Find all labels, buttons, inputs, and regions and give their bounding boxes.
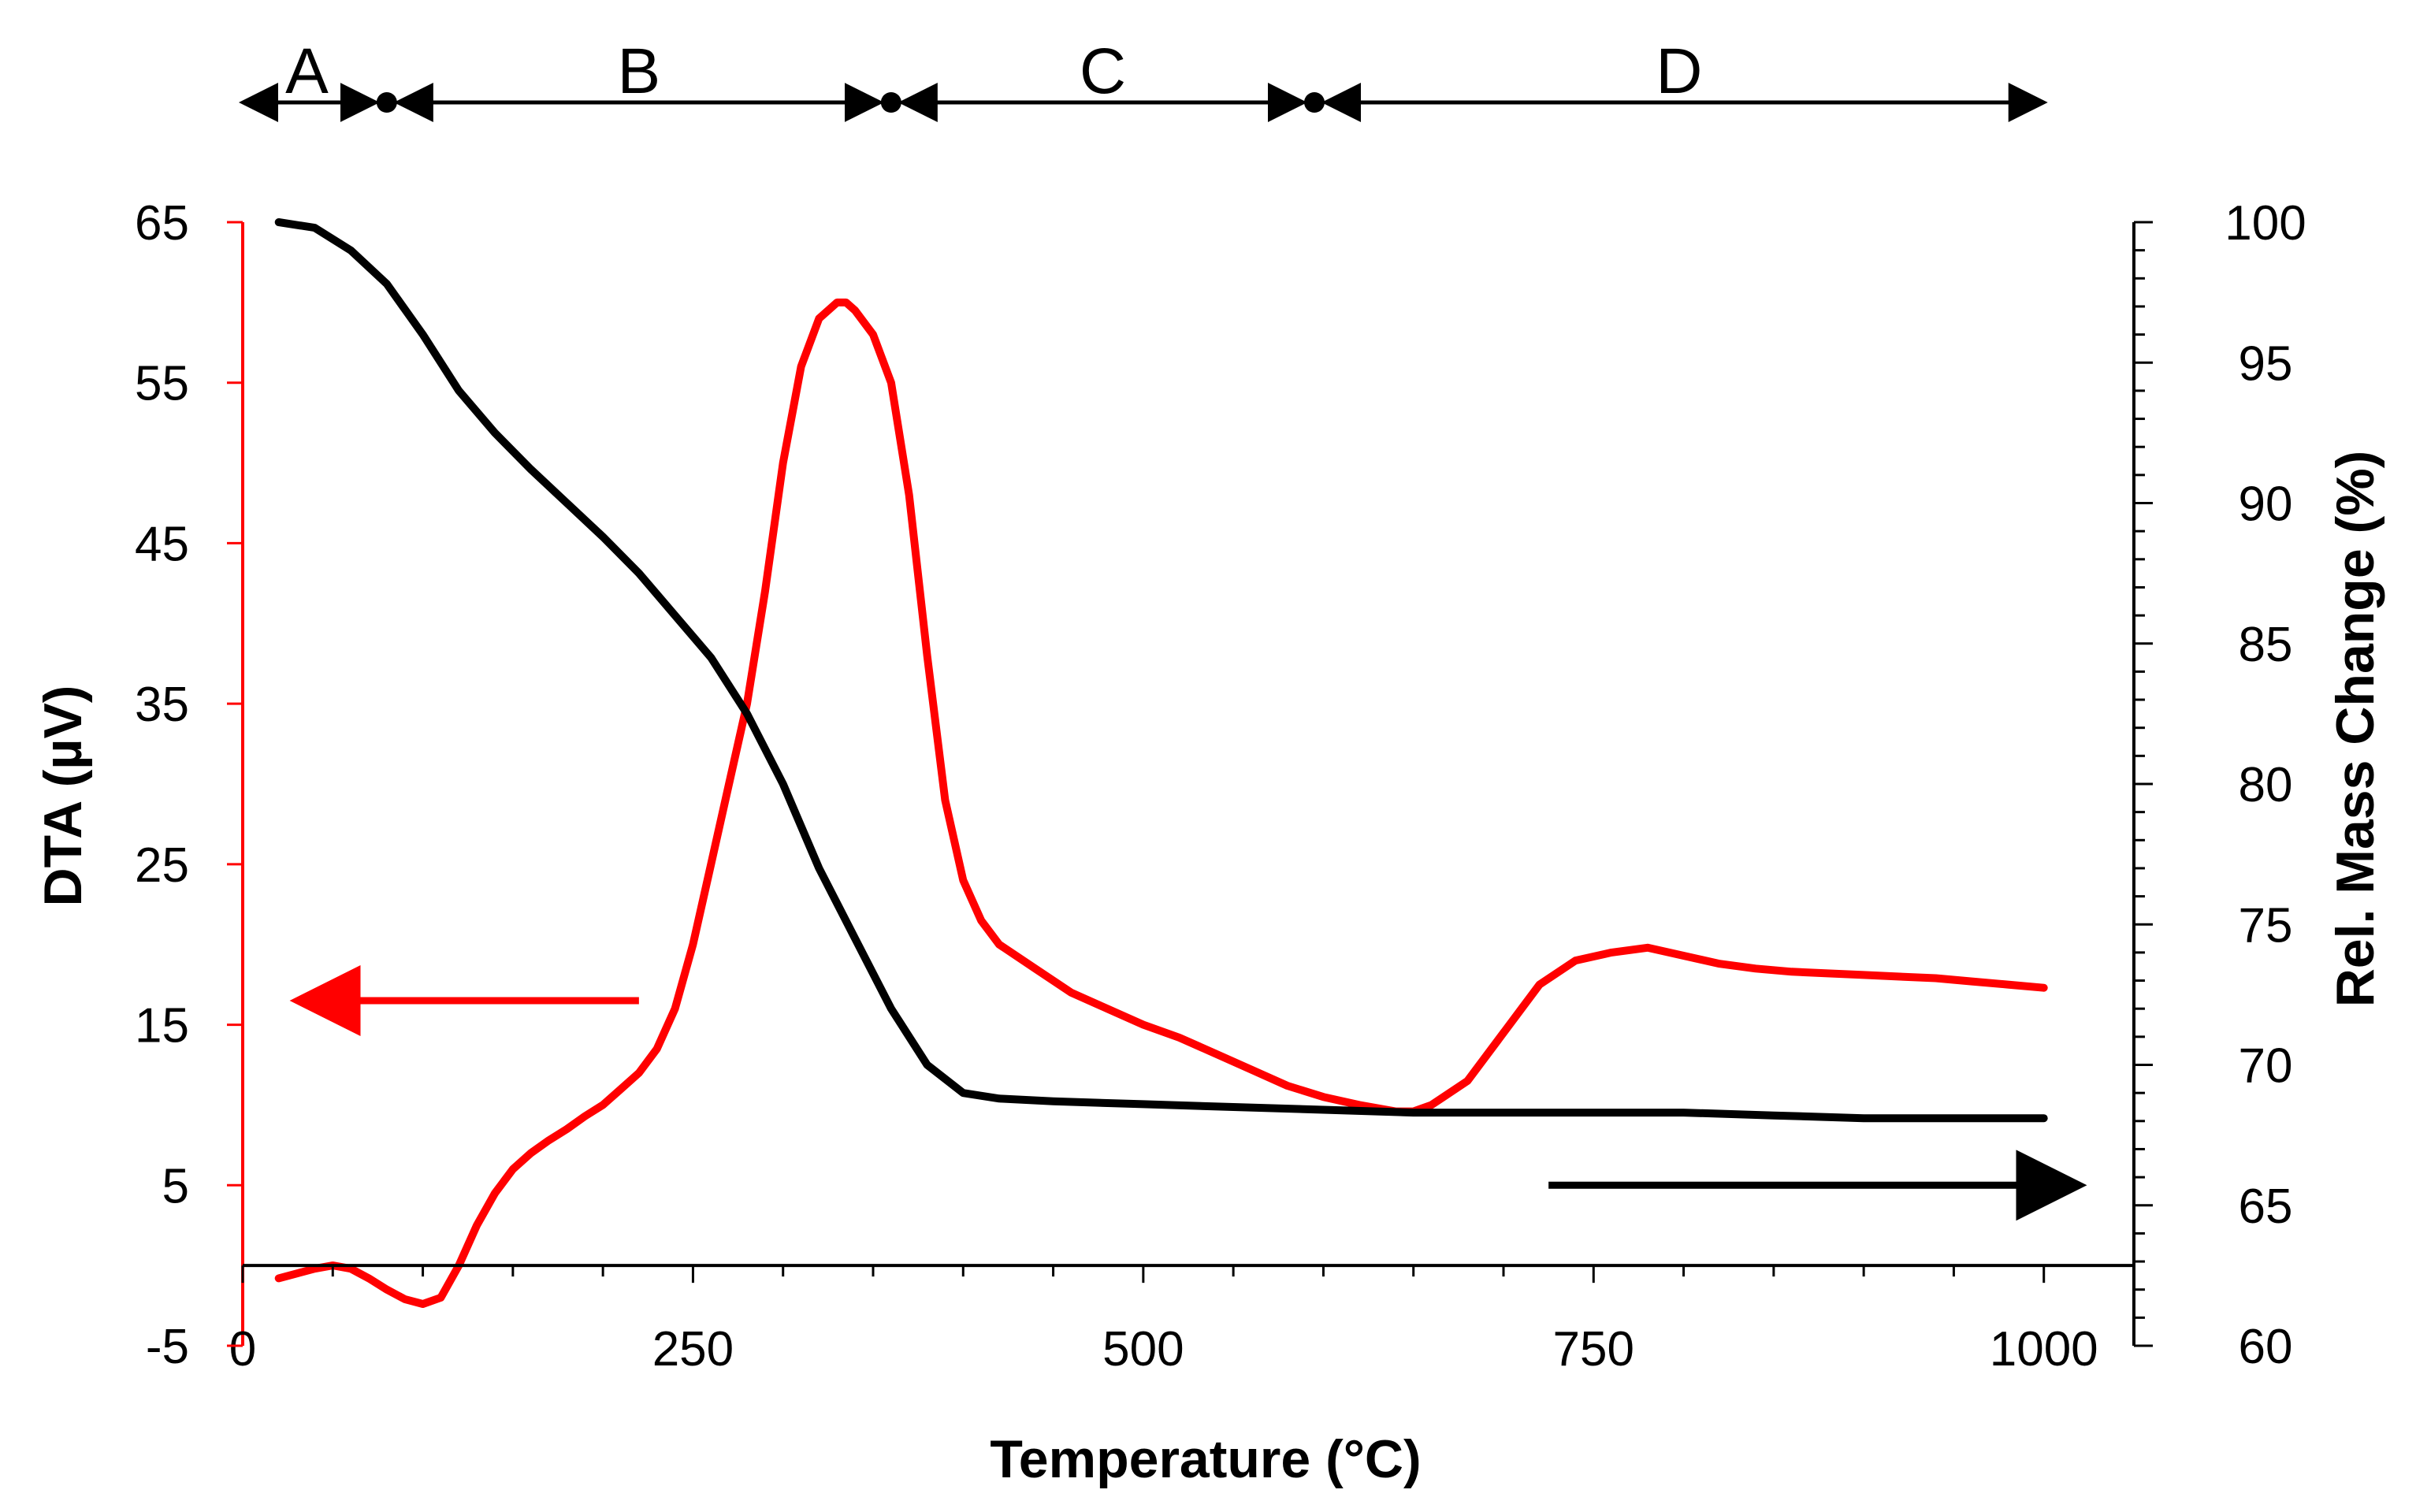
y-axis-right-title: Rel. Mass Change (%)	[2325, 451, 2385, 1008]
region-label-c: C	[1080, 35, 1126, 107]
region-label-a: A	[285, 35, 329, 107]
x-tick-label: 500	[1102, 1322, 1184, 1376]
y-right-tick-label: 90	[2239, 477, 2293, 532]
y-right-tick-label: 100	[2225, 196, 2306, 251]
y-left-tick-label: 25	[135, 838, 189, 893]
dta-series	[274, 298, 2048, 1308]
y-axis-left-title: DTA (µV)	[33, 685, 93, 907]
y-left-tick-label: 35	[135, 678, 189, 732]
y-right-tick-label: 85	[2239, 618, 2293, 672]
x-tick-label: 0	[229, 1322, 256, 1376]
y-right-tick-label: 75	[2239, 898, 2293, 953]
y-right-tick-label: 80	[2239, 758, 2293, 812]
y-left-tick-label: 65	[135, 196, 189, 251]
y-left-tick-label: 15	[135, 999, 189, 1053]
region-label-d: D	[1656, 35, 1702, 107]
x-tick-label: 250	[652, 1322, 734, 1376]
x-tick-label: 750	[1553, 1322, 1634, 1376]
y-right-tick-label: 60	[2239, 1320, 2293, 1374]
region-boundary-dot	[1304, 92, 1325, 113]
axes-layer: 0 250 500 750 1000 -5 5 15 25 35 45 55 65 60 65 70 75 80 8…	[135, 196, 2306, 1376]
y-left-tick-label: -5	[146, 1320, 189, 1374]
region-label-b: B	[618, 35, 661, 107]
mass-change-series	[274, 218, 2048, 1123]
y-right-tick-label: 65	[2239, 1180, 2293, 1234]
region-annotation-layer: A B C D	[239, 35, 2048, 122]
y-left-tick-label: 45	[135, 517, 189, 571]
y-right-tick-label: 70	[2239, 1039, 2293, 1094]
region-boundary-dot	[880, 92, 901, 113]
y-left-tick-label: 55	[135, 357, 189, 411]
region-boundary-dot	[376, 92, 397, 113]
y-right-tick-label: 95	[2239, 336, 2293, 391]
x-axis-title: Temperature (°C)	[990, 1429, 1421, 1489]
y-left-tick-label: 5	[162, 1159, 189, 1213]
plot-series-layer	[274, 218, 2087, 1308]
x-tick-label: 1000	[1990, 1322, 2098, 1376]
